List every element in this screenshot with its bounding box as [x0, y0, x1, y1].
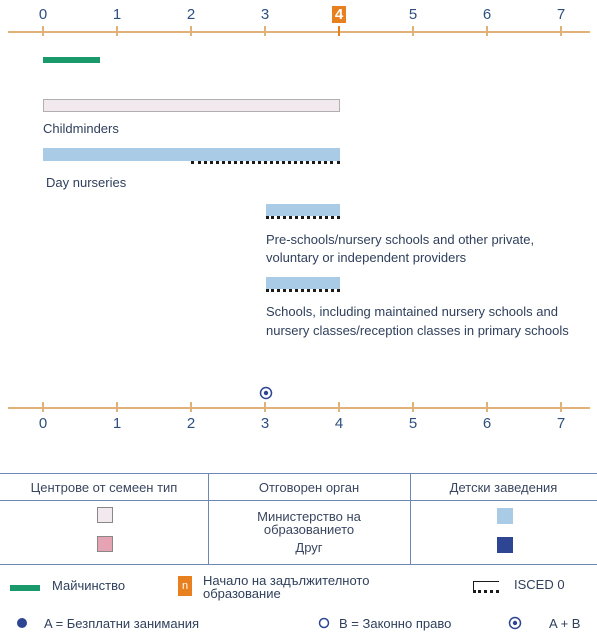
bottom-tick-6: 6: [482, 415, 492, 432]
compulsory-key-label-line2: образование: [203, 586, 281, 601]
top-tick-4-compulsory: 4: [332, 6, 346, 23]
free-activities-label: A = Безплатни занимания: [44, 616, 200, 631]
top-tick-0: 0: [38, 6, 48, 23]
legend-bottom-border: [0, 564, 597, 565]
legend-col-kindergartens: Детски заведения: [449, 480, 558, 495]
free-activities-icon: [17, 618, 27, 628]
preschools-label-line1: Pre-schools/nursery schools and other pr…: [266, 232, 535, 247]
preschools-label-line2: voluntary or independent providers: [266, 250, 467, 265]
bottom-tick-5: 5: [408, 415, 418, 432]
bottom-tick-mark: [486, 402, 488, 412]
day-nurseries-isced-marker: [191, 161, 340, 164]
legend-top-border: [0, 473, 597, 474]
swatch-kindergarten-other: [497, 537, 513, 553]
top-tick-mark: [264, 26, 266, 36]
legend-ministry-line2: образованието: [263, 522, 355, 537]
childminders-bar: [43, 99, 340, 112]
bottom-tick-3: 3: [260, 415, 270, 432]
legend-col-family-centres: Центрове от семеен тип: [30, 480, 178, 495]
bottom-tick-mark: [264, 402, 266, 412]
bottom-tick-mark: [338, 402, 340, 412]
free-and-legal-right-label: A + B: [549, 616, 581, 631]
swatch-kindergarten-education: [497, 508, 513, 524]
top-tick-3: 3: [260, 6, 270, 23]
top-tick-2: 2: [186, 6, 196, 23]
top-tick-mark-compulsory: [338, 26, 340, 36]
compulsory-key-icon: n: [178, 576, 192, 596]
legend-other: Друг: [295, 540, 323, 555]
legend-divider: [410, 473, 411, 564]
swatch-family-other: [97, 536, 113, 552]
top-tick-6: 6: [482, 6, 492, 23]
bottom-tick-2: 2: [186, 415, 196, 432]
top-axis-line: [8, 31, 590, 33]
bottom-tick-mark: [190, 402, 192, 412]
legal-right-label: B = Законно право: [339, 616, 452, 631]
free-and-legal-right-icon: [508, 616, 522, 630]
top-tick-mark: [486, 26, 488, 36]
free-and-legal-right-marker: [259, 386, 273, 400]
schools-bar: [266, 277, 340, 289]
legend-header-border: [0, 500, 597, 501]
bottom-tick-7: 7: [556, 415, 566, 432]
bottom-axis-line: [8, 407, 590, 409]
legend-col-authority: Отговорен орган: [258, 480, 360, 495]
legal-right-icon: [318, 617, 330, 629]
legend-divider: [208, 473, 209, 564]
maternity-key-label: Майчинство: [52, 578, 126, 593]
swatch-family-education: [97, 507, 113, 523]
schools-label-line1: Schools, including maintained nursery sc…: [266, 304, 558, 319]
legend-ministry-line1: Министерство на: [257, 509, 361, 524]
top-tick-mark: [560, 26, 562, 36]
compulsory-key-label-line1: Начало на задължителното: [203, 573, 370, 588]
bottom-tick-mark: [412, 402, 414, 412]
top-tick-7: 7: [556, 6, 566, 23]
bottom-tick-mark: [560, 402, 562, 412]
top-tick-5: 5: [408, 6, 418, 23]
bottom-tick-mark: [116, 402, 118, 412]
childminders-label: Childminders: [43, 121, 119, 136]
schools-isced-marker: [266, 289, 340, 292]
day-nurseries-label: Day nurseries: [46, 175, 127, 190]
top-tick-mark: [412, 26, 414, 36]
isced-key-icon: [473, 581, 499, 593]
top-tick-mark: [116, 26, 118, 36]
isced-key-label: ISCED 0: [514, 577, 565, 592]
top-tick-mark: [42, 26, 44, 36]
bottom-tick-4: 4: [334, 415, 344, 432]
bottom-tick-1: 1: [112, 415, 122, 432]
top-tick-1: 1: [112, 6, 122, 23]
bottom-tick-0: 0: [38, 415, 48, 432]
maternity-bar: [43, 57, 100, 63]
preschools-isced-marker: [266, 216, 340, 219]
bottom-tick-mark: [42, 402, 44, 412]
day-nurseries-bar: [43, 148, 340, 161]
schools-label-line2: nursery classes/reception classes in pri…: [266, 323, 569, 338]
preschools-bar: [266, 204, 340, 216]
maternity-key-swatch: [10, 585, 40, 591]
top-tick-mark: [190, 26, 192, 36]
